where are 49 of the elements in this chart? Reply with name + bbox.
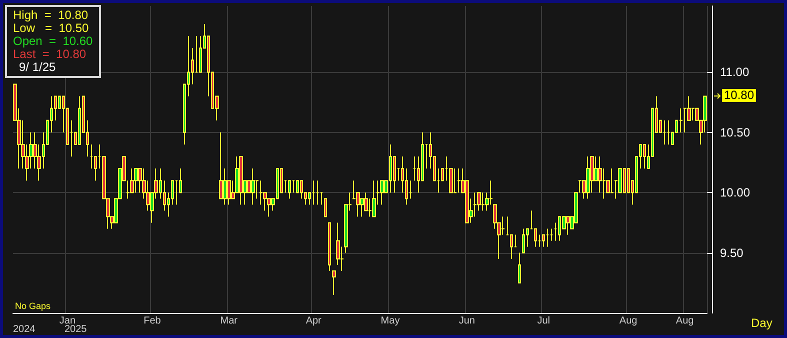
y-tick-label: 10.00 [720, 186, 750, 200]
candlestick [78, 96, 81, 145]
candlestick [522, 228, 525, 254]
y-tick-label: 9.50 [720, 246, 744, 260]
candlestick [134, 168, 138, 194]
x-tick-label: May [380, 316, 400, 326]
candlestick [550, 228, 553, 242]
candlestick [457, 168, 461, 194]
candlestick [679, 108, 683, 133]
x-tick-label: Aug [676, 316, 694, 326]
candlestick [328, 222, 331, 272]
candlestick [239, 156, 243, 206]
candlestick [667, 120, 670, 145]
annotation: Open = 10.60 [13, 34, 93, 48]
candlestick [251, 168, 255, 206]
candlestick [288, 180, 291, 200]
text: 2024 [13, 323, 36, 336]
x-tick-label: Jun [458, 316, 475, 326]
annotation: Low = 10.50 [13, 21, 90, 35]
candlestick [372, 180, 376, 218]
x-tick-label: Apr [306, 316, 322, 326]
y-tick-label: 10.50 [720, 125, 750, 140]
annotation: No Gaps [15, 300, 51, 313]
candlestick [586, 156, 590, 200]
candlestick [324, 198, 327, 218]
candlestick [312, 180, 315, 206]
candlestick [643, 144, 646, 170]
x-tick-label: Jan [59, 316, 76, 326]
annotation: Last = 10.80 [13, 47, 88, 61]
candlestick [380, 180, 384, 206]
text: 2025 [64, 324, 87, 336]
text: Day [751, 316, 772, 330]
x-tick-label: Feb [144, 316, 162, 326]
x-tick-label: Mar [220, 316, 238, 326]
candlestick [453, 168, 457, 194]
annotation: High = 10.80 [13, 8, 90, 22]
x-tick-label: Jul [537, 316, 550, 326]
candlestick [546, 228, 549, 248]
x-tick-label: Aug [619, 316, 638, 326]
candlestick [566, 216, 570, 236]
candlestick [518, 252, 521, 284]
candlestick [316, 180, 319, 206]
candlestick [481, 192, 485, 212]
text: 10.80 [722, 88, 756, 102]
candlestick [663, 120, 666, 145]
candlestick [320, 192, 323, 206]
y-tick-label: 11.00 [720, 65, 750, 80]
annotation: 9/ 1/25 [18, 60, 57, 74]
candlestick [332, 270, 336, 296]
